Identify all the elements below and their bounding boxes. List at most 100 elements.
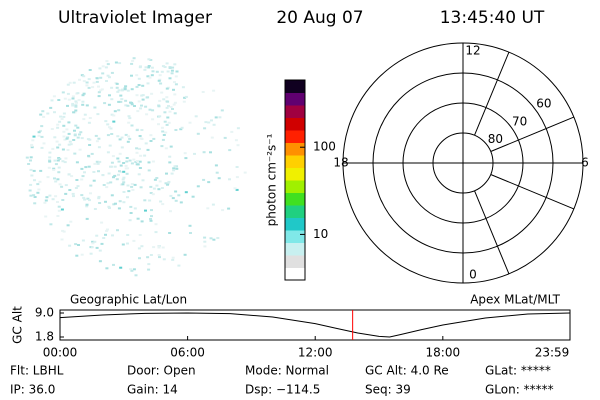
- image-pixel: [151, 70, 155, 73]
- image-pixel: [91, 242, 95, 245]
- image-pixel: [183, 152, 187, 155]
- image-pixel: [64, 192, 68, 195]
- image-pixel: [68, 244, 72, 247]
- image-pixel: [174, 83, 178, 86]
- image-pixel: [32, 169, 36, 172]
- image-pixel: [165, 123, 169, 126]
- polar-spoke: [490, 116, 575, 152]
- image-pixel: [106, 74, 110, 77]
- image-pixel: [80, 178, 84, 181]
- image-pixel: [71, 192, 75, 195]
- polar-spoke: [474, 51, 510, 136]
- image-pixel: [40, 146, 44, 149]
- image-pixel: [127, 190, 131, 193]
- image-pixel: [212, 89, 216, 92]
- image-pixel: [165, 62, 169, 65]
- image-pixel: [166, 100, 170, 103]
- image-pixel: [81, 175, 85, 178]
- image-pixel: [98, 249, 102, 252]
- image-pixel: [210, 136, 214, 139]
- image-pixel: [166, 116, 170, 119]
- image-pixel: [92, 81, 96, 84]
- image-pixel: [36, 191, 40, 194]
- colorbar-step: [285, 192, 305, 206]
- status-field: Gain: 14: [127, 383, 178, 397]
- y-axis-label: GC Alt: [11, 306, 25, 344]
- image-pixel: [159, 200, 163, 203]
- image-pixel: [85, 84, 89, 87]
- image-pixel: [160, 70, 164, 73]
- image-pixel: [73, 152, 77, 155]
- image-pixel: [109, 127, 113, 130]
- title: Ultraviolet Imager: [58, 8, 212, 28]
- image-pixel: [173, 165, 177, 168]
- image-pixel: [129, 268, 133, 271]
- image-pixel: [151, 160, 155, 163]
- image-pixel: [56, 126, 60, 129]
- image-pixel: [160, 126, 164, 129]
- image-pixel: [40, 135, 44, 138]
- image-pixel: [220, 109, 224, 112]
- image-pixel: [99, 89, 103, 92]
- image-pixel: [124, 99, 128, 102]
- image-pixel: [80, 137, 84, 140]
- image-pixel: [122, 170, 126, 173]
- image-pixel: [63, 161, 67, 164]
- image-pixel: [67, 143, 71, 146]
- image-pixel: [96, 162, 100, 165]
- image-pixel: [234, 139, 238, 142]
- image-pixel: [72, 111, 76, 114]
- image-pixel: [121, 243, 125, 246]
- image-pixel: [154, 231, 158, 234]
- image-pixel: [130, 185, 134, 188]
- image-pixel: [74, 187, 78, 189]
- image-pixel: [48, 159, 52, 162]
- image-pixel: [102, 184, 106, 186]
- image-pixel: [106, 228, 109, 231]
- image-pixel: [124, 133, 128, 136]
- image-pixel: [202, 151, 206, 154]
- image-pixel: [29, 159, 32, 162]
- image-pixel: [155, 184, 159, 187]
- image-pixel: [57, 171, 61, 174]
- image-pixel: [144, 105, 148, 108]
- image-pixel: [236, 127, 240, 130]
- image-pixel: [157, 79, 161, 82]
- image-pixel: [167, 121, 171, 124]
- image-pixel: [144, 66, 148, 69]
- image-pixel: [150, 92, 154, 95]
- image-pixel: [157, 245, 161, 248]
- y-tick-label: 1.8: [35, 330, 54, 344]
- image-pixel: [97, 95, 101, 98]
- image-pixel: [125, 157, 129, 159]
- image-pixel: [188, 121, 192, 124]
- image-pixel: [76, 92, 80, 95]
- image-pixel: [203, 127, 207, 130]
- image-pixel: [147, 161, 151, 164]
- image-pixel: [184, 157, 188, 160]
- image-pixel: [165, 172, 168, 175]
- image-pixel: [228, 149, 232, 152]
- polar-hour-label: 18: [333, 156, 348, 170]
- image-pixel: [119, 164, 123, 167]
- image-pixel: [153, 178, 157, 181]
- polar-hour-label: 12: [465, 44, 480, 58]
- image-pixel: [217, 177, 221, 180]
- image-pixel: [165, 87, 169, 90]
- image-pixel: [108, 144, 112, 147]
- image-pixel: [78, 133, 81, 136]
- image-pixel: [139, 107, 142, 110]
- image-pixel: [152, 137, 156, 140]
- image-pixel: [172, 103, 176, 106]
- image-pixel: [133, 207, 137, 210]
- image-pixel: [126, 167, 130, 170]
- image-pixel: [136, 110, 140, 113]
- colorbar-step: [285, 130, 305, 143]
- image-pixel: [166, 70, 170, 73]
- image-pixel: [108, 207, 111, 209]
- image-pixel: [29, 168, 33, 171]
- image-pixel: [113, 110, 117, 113]
- image-pixel: [37, 188, 41, 191]
- image-pixel: [119, 94, 123, 97]
